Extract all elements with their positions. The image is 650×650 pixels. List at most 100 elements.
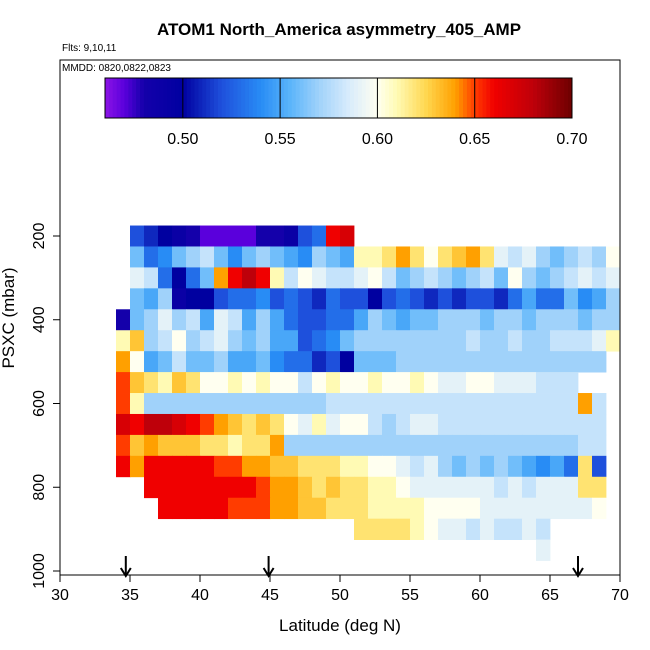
- heatmap-cell: [256, 225, 271, 247]
- x-tick-label: 70: [611, 587, 629, 604]
- heatmap-cell: [522, 372, 537, 394]
- heatmap-cell: [326, 393, 341, 415]
- colorbar-segment: [494, 78, 499, 118]
- y-axis: 200 400 600 800 1000: [31, 223, 60, 589]
- heatmap-cell: [256, 434, 271, 457]
- heatmap-cell: [424, 288, 439, 310]
- colorbar-segment: [478, 78, 483, 118]
- heatmap-cell: [466, 330, 481, 352]
- heatmap-cell: [354, 518, 369, 540]
- heatmap-cell: [494, 309, 509, 331]
- colorbar-segment: [128, 78, 133, 118]
- colorbar-segment: [536, 78, 542, 118]
- heatmap-cell: [410, 267, 425, 289]
- colorbar-segment: [533, 78, 538, 118]
- heatmap-cell: [424, 330, 439, 352]
- colorbar-segment: [564, 78, 569, 118]
- heatmap-cell: [214, 372, 229, 394]
- colorbar-segment: [482, 78, 487, 118]
- heatmap-cell: [368, 393, 383, 415]
- heatmap-cell: [242, 267, 257, 289]
- heatmap-cell: [368, 434, 383, 457]
- heatmap-cell: [368, 476, 383, 499]
- heatmap-cell: [466, 393, 481, 415]
- y-tick-label: 200: [31, 223, 48, 250]
- heatmap-cell: [312, 372, 327, 394]
- heatmap-cell: [298, 393, 313, 415]
- heatmap-cell: [242, 351, 257, 373]
- heatmap-cell: [480, 455, 495, 478]
- heatmap-cell: [256, 288, 271, 310]
- heatmap-cell: [116, 330, 131, 352]
- colorbar-segment: [334, 78, 339, 118]
- colorbar-segment: [221, 78, 227, 118]
- heatmap-cell: [242, 393, 257, 415]
- heatmap-cell: [116, 351, 131, 373]
- colorbar-segment: [159, 78, 164, 118]
- heatmap-cell: [522, 330, 537, 352]
- heatmap-cell: [130, 434, 145, 457]
- heatmap-cell: [508, 497, 523, 520]
- heatmap-cell: [368, 413, 383, 436]
- heatmap-cell: [382, 351, 397, 373]
- heatmap-cell: [256, 309, 271, 331]
- heatmap-cell: [270, 246, 285, 268]
- y-tick-label: 600: [31, 390, 48, 417]
- heatmap-cell: [396, 330, 411, 352]
- heatmap-cell: [242, 330, 257, 352]
- heatmap-cell: [424, 267, 439, 289]
- heatmap-cell: [158, 267, 173, 289]
- heatmap-cell: [172, 246, 187, 268]
- heatmap-cell: [368, 518, 383, 540]
- heatmap-cell: [438, 309, 453, 331]
- heatmap-cell: [494, 497, 509, 520]
- heatmap-cell: [536, 434, 551, 457]
- heatmap-cell: [200, 225, 215, 247]
- heatmap-cell: [536, 518, 551, 540]
- heatmap-cell: [396, 476, 411, 499]
- heatmap-cell: [186, 476, 201, 499]
- heatmap-cell: [144, 246, 159, 268]
- heatmap-cell: [522, 267, 537, 289]
- heatmap-cell: [242, 309, 257, 331]
- heatmap-cell: [214, 393, 229, 415]
- heatmap-cell: [410, 288, 425, 310]
- heatmap-cell: [606, 288, 621, 310]
- heatmap-cell: [536, 372, 551, 394]
- heatmap-cell: [130, 246, 145, 268]
- heatmap-cell: [130, 372, 145, 394]
- heatmap-cell: [438, 330, 453, 352]
- heatmap-cell: [592, 497, 607, 520]
- heatmap-cell: [186, 497, 201, 520]
- heatmap-cell: [186, 246, 201, 268]
- heatmap-cell: [228, 455, 243, 478]
- heatmap-cell: [172, 309, 187, 331]
- heatmap-cell: [186, 267, 201, 289]
- heatmap-cell: [200, 267, 215, 289]
- heatmap-cell: [312, 434, 327, 457]
- heatmap-cell: [284, 497, 299, 520]
- y-tick-label: 800: [31, 474, 48, 501]
- heatmap-cell: [228, 476, 243, 499]
- colorbar-segment: [315, 78, 320, 118]
- colorbar-segment: [373, 78, 378, 118]
- heatmap-cell: [564, 288, 579, 310]
- heatmap-cell: [480, 267, 495, 289]
- heatmap-cell: [312, 330, 327, 352]
- colorbar-segment: [248, 78, 254, 118]
- colorbar-segment: [105, 78, 110, 118]
- heatmap-cell: [270, 393, 285, 415]
- heatmap-cell: [466, 518, 481, 540]
- colorbar-segment: [408, 78, 413, 118]
- colorbar-segment: [451, 78, 456, 118]
- heatmap-cell: [340, 330, 355, 352]
- heatmap-cell: [480, 434, 495, 457]
- heatmap-cell: [508, 351, 523, 373]
- colorbar-segment: [443, 78, 448, 118]
- heatmap-cell: [116, 413, 131, 436]
- colorbar-segment: [307, 78, 312, 118]
- colorbar-segment: [424, 78, 429, 118]
- heatmap-cell: [550, 309, 565, 331]
- heatmap-cell: [564, 309, 579, 331]
